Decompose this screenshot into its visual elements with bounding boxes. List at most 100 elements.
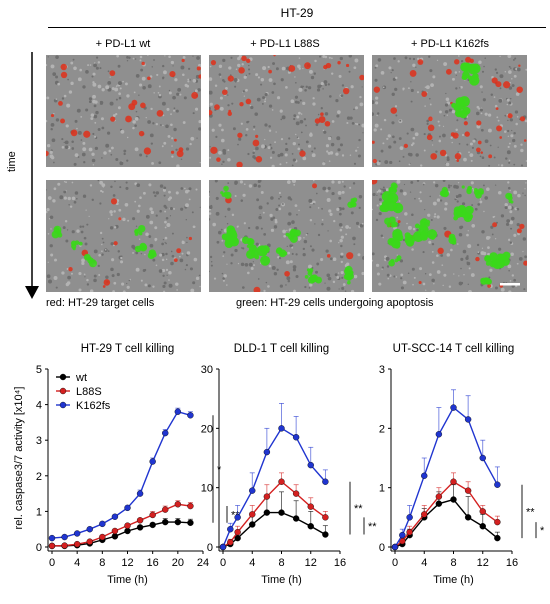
cell-texture-dot: [497, 119, 500, 122]
cell-texture-dot: [101, 237, 104, 240]
red-cell: [403, 143, 409, 149]
cell-texture-dot: [395, 114, 398, 117]
cell-texture-dot: [479, 85, 483, 89]
cell-texture-dot: [220, 76, 222, 78]
cell-texture-dot: [264, 123, 268, 127]
red-cell: [516, 86, 523, 93]
cell-texture-dot: [407, 272, 410, 274]
data-point-K162fs: [219, 543, 227, 551]
legend-marker: [59, 387, 67, 395]
cell-texture-dot: [168, 270, 172, 275]
cell-texture-dot: [76, 127, 78, 130]
cell-texture-dot: [53, 112, 55, 115]
cell-texture-dot: [279, 284, 283, 288]
cell-texture-dot: [243, 75, 247, 79]
cell-texture-dot: [340, 94, 344, 98]
cell-texture-dot: [314, 59, 317, 63]
cell-texture-dot: [353, 108, 355, 111]
cell-texture-dot: [271, 265, 276, 270]
red-cell: [102, 285, 106, 288]
green-cell-cluster: [467, 75, 472, 80]
cell-texture-dot: [354, 106, 359, 110]
cell-texture-dot: [308, 287, 311, 289]
data-point-wt: [307, 523, 314, 530]
cell-texture-dot: [163, 186, 167, 190]
cell-texture-dot: [441, 264, 444, 266]
cell-texture-dot: [319, 55, 322, 58]
cell-texture-dot: [322, 162, 326, 166]
cell-texture-dot: [357, 146, 359, 149]
cell-texture-dot: [313, 72, 316, 75]
cell-texture-dot: [182, 55, 186, 59]
cell-texture-dot: [126, 136, 129, 139]
cell-texture-dot: [87, 64, 90, 67]
cell-texture-dot: [126, 282, 128, 285]
green-cell-cluster: [226, 228, 237, 239]
cell-texture-dot: [112, 290, 116, 292]
cell-texture-dot: [510, 134, 514, 138]
cell-texture-dot: [374, 78, 378, 82]
green-cell: [352, 197, 358, 203]
cell-texture-dot: [63, 141, 65, 144]
cell-texture-dot: [419, 191, 422, 194]
cell-texture-dot: [67, 78, 69, 81]
cell-texture-dot: [380, 71, 385, 75]
cell-texture-dot: [308, 69, 313, 74]
cell-texture-dot: [380, 149, 384, 153]
cell-texture-dot: [134, 124, 137, 127]
cell-texture-dot: [378, 198, 382, 202]
red-cell: [210, 146, 218, 155]
data-point-K162fs: [73, 530, 81, 537]
red-cell: [507, 113, 513, 119]
green-cell: [448, 233, 456, 241]
cell-texture-dot: [50, 64, 55, 69]
cell-texture-dot: [155, 214, 158, 217]
cell-texture-dot: [381, 268, 383, 270]
x-axis-label: Time (h): [107, 574, 148, 586]
data-point-L88S: [149, 511, 156, 519]
cell-texture-dot: [303, 118, 307, 121]
cell-texture-dot: [341, 226, 343, 228]
cell-texture-dot: [116, 272, 120, 277]
x-tick-label: 8: [278, 557, 284, 569]
cell-texture-dot: [227, 157, 231, 162]
cell-texture-dot: [275, 67, 279, 71]
cell-texture-dot: [418, 197, 421, 200]
cell-texture-dot: [175, 282, 179, 286]
cell-texture-dot: [188, 67, 191, 70]
red-cell: [496, 125, 503, 132]
cell-texture-dot: [419, 267, 423, 271]
cell-texture-dot: [215, 135, 218, 139]
cell-texture-dot: [252, 151, 255, 155]
cell-texture-dot: [382, 86, 385, 89]
cell-texture-dot: [410, 180, 414, 184]
cell-texture-dot: [264, 98, 267, 100]
cell-texture-dot: [271, 164, 275, 167]
cell-texture-dot: [239, 180, 244, 184]
micrograph-l88s-late-svg: [209, 180, 364, 292]
data-point-L88S: [494, 518, 501, 526]
cell-texture-dot: [111, 87, 115, 91]
cell-texture-dot: [309, 283, 313, 287]
cell-texture-dot: [102, 241, 105, 244]
cell-texture-dot: [126, 159, 129, 162]
cell-texture-dot: [100, 117, 104, 121]
cell-texture-dot: [63, 190, 67, 194]
cell-texture-dot: [159, 253, 163, 257]
x-tick-label: 12: [477, 557, 489, 569]
cell-texture-dot: [524, 255, 527, 259]
cell-texture-dot: [450, 248, 453, 252]
data-point-wt: [479, 523, 486, 530]
cell-texture-dot: [439, 199, 443, 202]
micrograph-k162fs-early-svg: [372, 55, 527, 167]
cell-texture-dot: [135, 251, 139, 255]
cell-texture-dot: [320, 107, 323, 110]
cell-texture-dot: [427, 213, 431, 217]
cell-texture-dot: [291, 152, 294, 155]
cell-texture-dot: [237, 262, 240, 265]
cell-texture-dot: [145, 232, 149, 236]
cell-texture-dot: [317, 207, 320, 209]
red-cell: [495, 107, 499, 111]
cell-texture-dot: [297, 64, 301, 69]
